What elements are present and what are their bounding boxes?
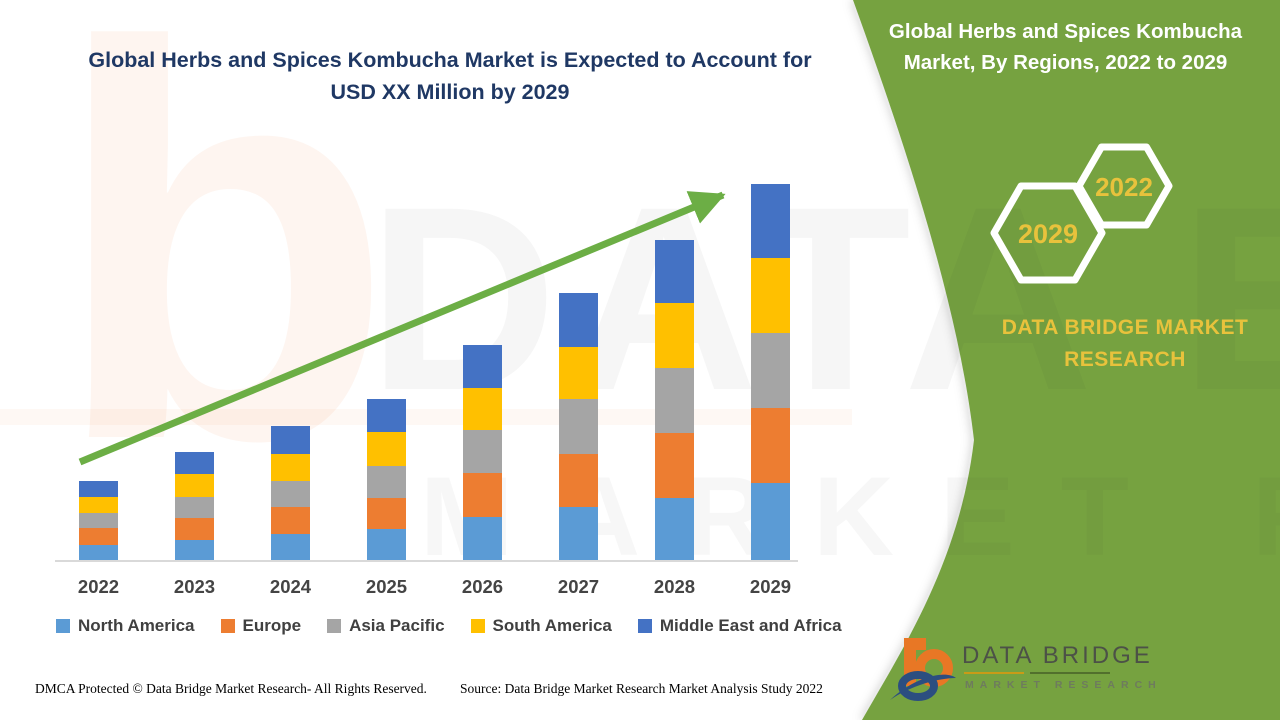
- legend-item-north-america: North America: [56, 616, 195, 636]
- bar-segment-2028-middle-east-and-africa: [655, 240, 694, 303]
- x-axis-label-2025: 2025: [365, 576, 408, 597]
- side-panel-title: Global Herbs and Spices Kombucha Market,…: [858, 16, 1273, 78]
- legend-label: Europe: [242, 616, 302, 635]
- bar-segment-2026-north-america: [463, 517, 502, 560]
- bar-segment-2029-asia-pacific: [751, 333, 790, 408]
- footer-copyright: DMCA Protected © Data Bridge Market Rese…: [35, 681, 427, 696]
- logo-subtitle: MARKET RESEARCH: [965, 679, 1162, 691]
- x-axis-label-2029: 2029: [749, 576, 792, 597]
- bar-segment-2024-europe: [271, 507, 310, 534]
- bar-segment-2023-europe: [175, 518, 214, 540]
- bar-segment-2022-europe: [79, 528, 118, 545]
- bar-segment-2026-middle-east-and-africa: [463, 345, 502, 388]
- bar-segment-2023-middle-east-and-africa: [175, 452, 214, 474]
- panel-brand-line2: RESEARCH: [1064, 348, 1186, 371]
- logo-underlines: [964, 672, 1110, 674]
- bar-segment-2026-europe: [463, 473, 502, 517]
- x-axis-label-2023: 2023: [173, 576, 216, 597]
- logo-underline-gold: [964, 672, 1024, 674]
- bar-segment-2026-south-america: [463, 388, 502, 430]
- bar-segment-2027-north-america: [559, 507, 598, 560]
- legend-swatch: [637, 619, 652, 633]
- bar-segment-2022-middle-east-and-africa: [79, 481, 118, 497]
- bar-segment-2029-north-america: [751, 483, 790, 560]
- chart-legend: North America Europe Asia Pacific South Ame…: [56, 616, 842, 636]
- bar-segment-2025-middle-east-and-africa: [367, 399, 406, 432]
- bar-segment-2028-north-america: [655, 498, 694, 560]
- legend-label: North America: [78, 616, 195, 635]
- bar-segment-2025-south-america: [367, 432, 406, 466]
- bar-segment-2024-north-america: [271, 534, 310, 560]
- legend-item-asia-pacific: Asia Pacific: [327, 616, 445, 636]
- chart-title-line1: Global Herbs and Spices Kombucha Market …: [88, 48, 812, 72]
- legend-label: South America: [492, 616, 612, 635]
- bar-segment-2025-europe: [367, 498, 406, 529]
- legend-swatch: [327, 619, 342, 633]
- side-panel-title-line2: Market, By Regions, 2022 to 2029: [903, 51, 1228, 74]
- bar-segment-2028-europe: [655, 433, 694, 498]
- x-axis-label-2026: 2026: [461, 576, 504, 597]
- bar-segment-2022-south-america: [79, 497, 118, 513]
- bar-segment-2026-asia-pacific: [463, 430, 502, 473]
- legend-swatch: [56, 619, 70, 633]
- legend-swatch: [470, 619, 485, 633]
- legend-label: Middle East and Africa: [659, 616, 842, 635]
- x-axis-label-2027: 2027: [557, 576, 600, 597]
- chart-title: Global Herbs and Spices Kombucha Market …: [45, 44, 855, 108]
- bar-segment-2024-asia-pacific: [271, 481, 310, 507]
- bar-segment-2027-south-america: [559, 347, 598, 399]
- legend-item-europe: Europe: [220, 616, 302, 636]
- bar-segment-2027-middle-east-and-africa: [559, 293, 598, 347]
- bar-segment-2023-asia-pacific: [175, 497, 214, 518]
- data-bridge-logo-icon: [890, 638, 956, 701]
- logo-underline-green: [1030, 672, 1110, 674]
- legend-item-middle-east-and-africa: Middle East and Africa: [637, 616, 842, 636]
- legend-item-south-america: South America: [470, 616, 612, 636]
- legend-label: Asia Pacific: [349, 616, 445, 635]
- bar-segment-2022-asia-pacific: [79, 513, 118, 528]
- bar-segment-2029-europe: [751, 408, 790, 483]
- bar-segment-2025-north-america: [367, 529, 406, 560]
- bar-segment-2027-europe: [559, 454, 598, 507]
- stacked-bar-chart: 2022 2023 2024 2025 2026 2027 2028 2029: [55, 184, 798, 597]
- x-axis-label-2024: 2024: [269, 576, 312, 597]
- footer-source: Source: Data Bridge Market Research Mark…: [460, 681, 823, 696]
- bar-segment-2024-south-america: [271, 454, 310, 481]
- bar-segment-2027-asia-pacific: [559, 399, 598, 454]
- legend-swatch: [220, 619, 235, 633]
- bar-segment-2028-south-america: [655, 303, 694, 368]
- bar-segment-2025-asia-pacific: [367, 466, 406, 498]
- x-axis-label-2022: 2022: [77, 576, 120, 597]
- panel-brand-line1: DATA BRIDGE MARKET: [1001, 316, 1249, 339]
- bar-segment-2028-asia-pacific: [655, 368, 694, 433]
- bar-segment-2029-south-america: [751, 258, 790, 333]
- side-panel-title-line1: Global Herbs and Spices Kombucha: [888, 20, 1243, 43]
- bar-segment-2024-middle-east-and-africa: [271, 426, 310, 454]
- data-bridge-logo: DATA BRIDGE MARKET RESEARCH: [888, 624, 1156, 710]
- bar-segment-2029-middle-east-and-africa: [751, 184, 790, 258]
- bar-segment-2022-north-america: [79, 545, 118, 560]
- side-panel-shape: [853, 0, 1280, 720]
- x-axis-line: [55, 560, 798, 562]
- panel-brand-text: DATA BRIDGE MARKET RESEARCH: [965, 312, 1280, 376]
- logo-title: DATA BRIDGE: [962, 642, 1153, 669]
- chart-title-line2: USD XX Million by 2029: [330, 80, 570, 104]
- bar-segment-2023-south-america: [175, 474, 214, 497]
- bar-segment-2023-north-america: [175, 540, 214, 560]
- x-axis-label-2028: 2028: [653, 576, 696, 597]
